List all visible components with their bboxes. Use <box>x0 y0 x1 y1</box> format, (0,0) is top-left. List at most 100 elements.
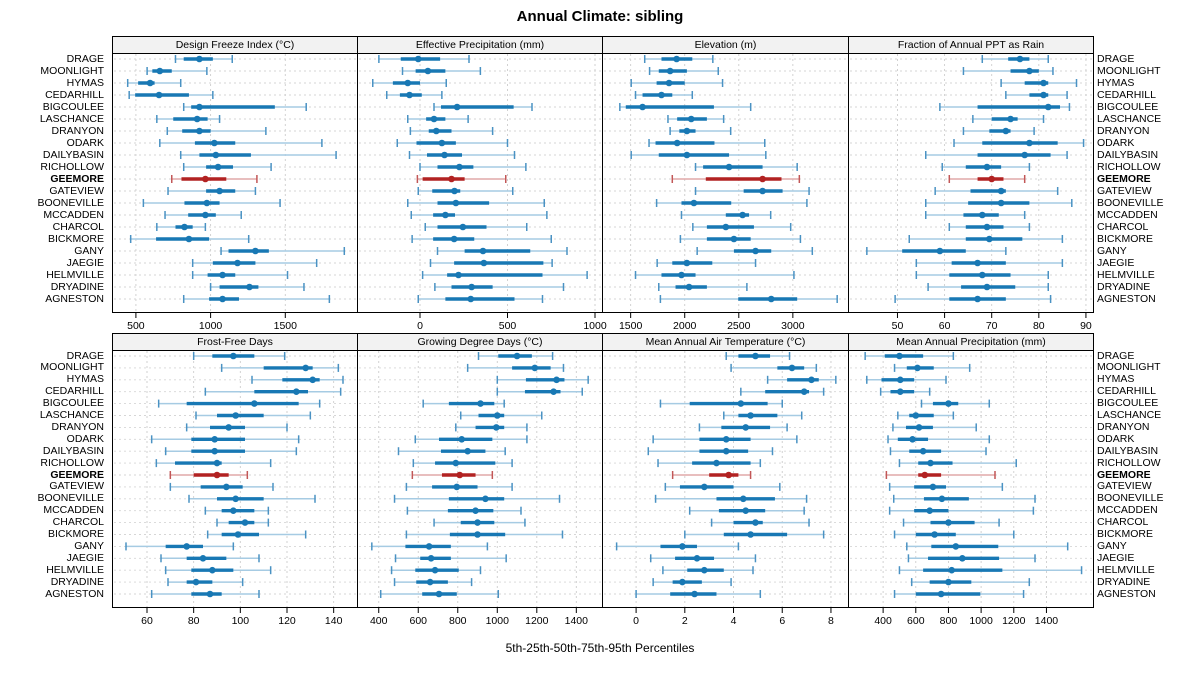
row-interval-richollow <box>604 163 847 171</box>
row-interval-gateview <box>114 482 356 491</box>
median-dot <box>219 271 226 279</box>
station-label-left-laschance: LASCHANCE <box>39 112 104 125</box>
row-interval-drage <box>604 55 847 63</box>
station-label-left-mccadden: MCCADDEN <box>43 504 104 517</box>
station-label-left-dailybasin: DAILYBASIN <box>42 444 104 457</box>
median-dot <box>1026 139 1033 147</box>
median-dot <box>458 436 466 443</box>
median-dot <box>800 388 808 395</box>
row-interval-bigcoulee <box>359 103 601 111</box>
row-interval-odark <box>850 139 1092 147</box>
row-interval-booneville <box>359 199 601 207</box>
median-dot <box>459 223 467 231</box>
x-tick-label: 100 <box>232 615 250 627</box>
median-dot <box>293 388 300 395</box>
row-interval-gateview <box>114 187 356 195</box>
row-interval-bickmore <box>850 235 1092 243</box>
station-label-left-dryadine: DRYADINE <box>50 280 104 293</box>
row-interval-dailybasin <box>850 151 1092 159</box>
row-interval-bigcoulee <box>359 399 601 408</box>
station-label-left-agneston: AGNESTON <box>45 587 104 600</box>
median-dot <box>468 283 475 291</box>
median-dot <box>948 566 956 574</box>
station-label-right-richollow: RICHOLLOW <box>1097 456 1161 469</box>
station-label-left-cedarhill: CEDARHILL <box>45 385 104 398</box>
median-dot <box>202 211 209 219</box>
median-dot <box>213 459 221 467</box>
row-interval-hymas <box>359 79 601 87</box>
median-dot <box>211 139 218 147</box>
row-interval-charcol <box>604 518 847 527</box>
x-axis: 400 600 800 1000 1200 1400 <box>370 608 588 627</box>
median-dot <box>155 91 163 99</box>
station-label-right-bigcoulee: BIGCOULEE <box>1097 100 1159 113</box>
row-interval-geemore <box>359 471 601 479</box>
station-label-left-drage: DRAGE <box>66 52 104 65</box>
panel-plot <box>112 350 358 608</box>
panel-plot <box>112 53 358 313</box>
row-interval-bigcoulee <box>850 103 1092 111</box>
row-interval-booneville <box>604 494 847 503</box>
median-dot <box>722 223 730 231</box>
x-tick-label: 2500 <box>727 320 751 332</box>
station-label-left-mccadden: MCCADDEN <box>43 208 104 221</box>
station-label-left-odark: ODARK <box>66 432 104 445</box>
row-interval-odark <box>359 139 601 147</box>
row-interval-dryadine <box>604 578 847 587</box>
station-label-right-helmville: HELMVILLE <box>1097 563 1155 576</box>
median-dot <box>452 199 460 207</box>
median-dot <box>234 259 241 267</box>
station-label-right-dranyon: DRANYON <box>1097 420 1150 433</box>
median-dot <box>183 543 190 550</box>
panel-plot <box>357 350 603 608</box>
median-dot <box>673 55 680 63</box>
median-dot <box>225 424 232 431</box>
station-label-right-dailybasin: DAILYBASIN <box>1097 148 1159 161</box>
row-interval-mccadden <box>359 506 601 515</box>
row-interval-laschance <box>359 411 601 420</box>
row-interval-drage <box>850 352 1092 360</box>
row-interval-mccadden <box>114 211 356 219</box>
median-dot <box>683 151 691 159</box>
station-label-left-booneville: BOONEVILLE <box>37 492 104 505</box>
row-interval-richollow <box>604 459 847 468</box>
x-tick-label: 1200 <box>1002 615 1026 627</box>
row-interval-laschance <box>359 115 601 123</box>
median-dot <box>404 79 412 87</box>
median-dot <box>678 271 685 279</box>
median-dot <box>983 163 991 171</box>
median-dot <box>193 115 201 123</box>
row-interval-helmville <box>850 271 1092 279</box>
median-dot <box>203 199 211 207</box>
row-interval-gany <box>359 542 601 551</box>
station-label-right-geemore: GEEMORE <box>1097 172 1151 185</box>
row-interval-booneville <box>604 199 847 207</box>
median-dot <box>988 175 996 183</box>
station-label-right-odark: ODARK <box>1097 432 1135 445</box>
row-interval-drage <box>850 55 1092 63</box>
row-interval-cedarhill <box>359 91 601 99</box>
median-dot <box>1021 151 1028 159</box>
median-dot <box>467 295 475 303</box>
median-dot <box>212 151 220 159</box>
median-dot <box>1040 79 1047 87</box>
median-dot <box>455 271 462 279</box>
median-dot <box>206 590 214 598</box>
row-interval-bickmore <box>604 530 847 539</box>
median-dot <box>936 247 944 255</box>
panel-header: Frost-Free Days <box>112 333 358 351</box>
station-label-left-jaegie: JAEGIE <box>66 256 104 269</box>
row-interval-odark <box>114 435 356 444</box>
row-interval-dranyon <box>604 423 847 432</box>
median-dot <box>214 163 222 171</box>
station-label-right-gateview: GATEVIEW <box>1097 480 1152 493</box>
row-interval-drage <box>359 352 601 360</box>
station-label-right-richollow: RICHOLLOW <box>1097 160 1161 173</box>
median-dot <box>945 578 952 586</box>
median-dot <box>531 364 539 372</box>
station-label-left-gateview: GATEVIEW <box>49 480 104 493</box>
x-tick-label: 60 <box>141 615 153 627</box>
median-dot <box>986 235 993 243</box>
median-dot <box>234 531 242 538</box>
station-label-left-drage: DRAGE <box>66 349 104 362</box>
